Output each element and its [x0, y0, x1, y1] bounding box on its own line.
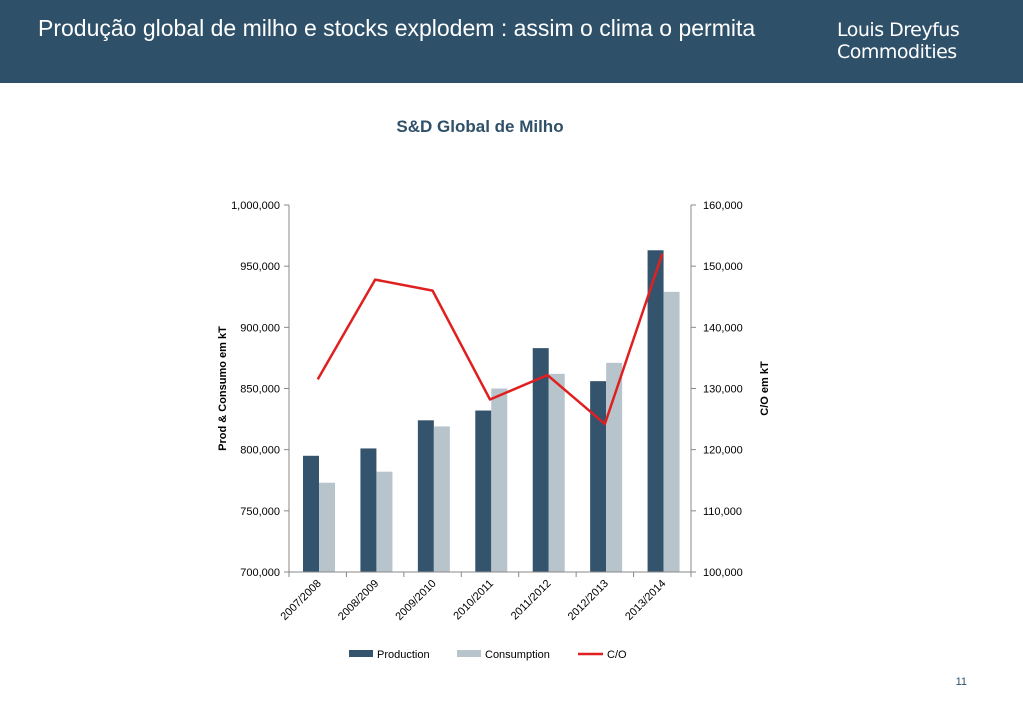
category-label: 2009/2010 [393, 578, 438, 623]
legend-label-production: Production [377, 649, 430, 661]
production-bar [647, 250, 664, 572]
slide-title: Produção global de milho e stocks explod… [38, 15, 756, 41]
production-bar [303, 455, 319, 572]
logo-line-1: Louis Dreyfus [837, 19, 960, 41]
left-tick-label: 750,000 [240, 506, 280, 518]
left-tick-label: 950,000 [240, 261, 280, 273]
company-logo: Louis Dreyfus Commodities [837, 19, 987, 63]
category-label: 2010/2011 [451, 578, 496, 623]
legend: Production Consumption C/O [349, 649, 627, 661]
production-bar [475, 410, 492, 572]
left-tick-label: 850,000 [240, 384, 280, 396]
production-bar [590, 381, 607, 572]
right-tick-label: 160,000 [703, 200, 743, 212]
legend-swatch-consumption [457, 650, 481, 657]
co-line [316, 253, 664, 426]
category-label: 2013/2014 [623, 578, 668, 623]
production-bar [417, 420, 434, 572]
consumption-bar [606, 362, 623, 572]
category-label: 2011/2012 [509, 578, 554, 623]
consumption-bar [663, 291, 680, 572]
legend-label-consumption: Consumption [485, 649, 550, 661]
consumption-bar [433, 426, 450, 572]
left-tick-label: 800,000 [240, 445, 280, 457]
right-tick-label: 150,000 [703, 261, 743, 273]
co-line-group [316, 253, 664, 426]
production-bar [532, 348, 549, 572]
right-tick-label: 130,000 [703, 384, 743, 396]
consumption-bar [548, 373, 565, 572]
bars-group [303, 250, 680, 572]
header-bar: Produção global de milho e stocks explod… [0, 0, 1023, 83]
y2-axis-title: C/O em kT [759, 361, 771, 416]
category-label: 2007/2008 [279, 578, 324, 623]
left-tick-label: 1,000,000 [231, 200, 280, 212]
sd-chart: S&D Global de Milho 700,000 750,000 800,00… [217, 117, 771, 661]
left-tick-label: 700,000 [240, 567, 280, 579]
legend-label-co: C/O [607, 649, 627, 661]
page-number: 11 [955, 676, 967, 688]
category-label: 2008/2009 [336, 578, 381, 623]
legend-swatch-production [349, 650, 373, 657]
right-tick-label: 120,000 [703, 445, 743, 457]
consumption-bar [491, 388, 508, 572]
right-tick-label: 140,000 [703, 322, 743, 334]
logo-line-2: Commodities [837, 41, 957, 63]
chart-title: S&D Global de Milho [396, 117, 563, 136]
consumption-bar [376, 471, 393, 572]
left-tick-label: 900,000 [240, 322, 280, 334]
y-axis-title: Prod & Consumo em kT [217, 326, 229, 451]
right-tick-label: 100,000 [703, 567, 743, 579]
production-bar [360, 448, 377, 572]
chart-container: S&D Global de Milho 700,000 750,000 800,00… [0, 83, 1023, 683]
consumption-bar [319, 482, 335, 572]
category-label: 2012/2013 [566, 578, 611, 623]
right-tick-label: 110,000 [703, 506, 742, 518]
